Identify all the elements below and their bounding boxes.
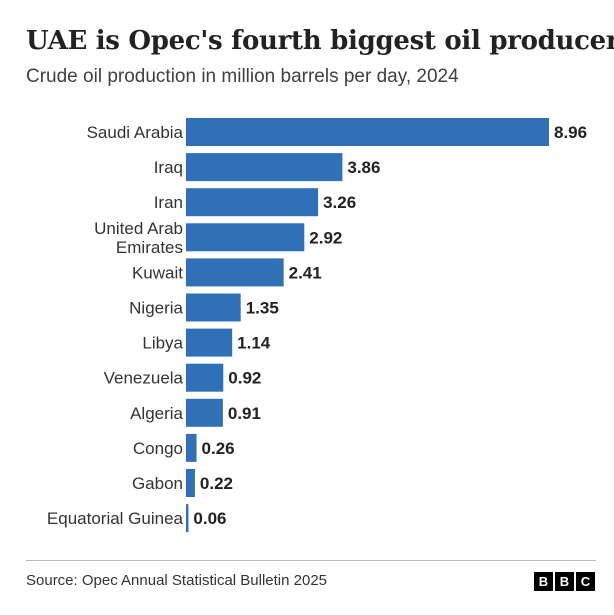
bar bbox=[186, 328, 233, 357]
chart-title: UAE is Opec's fourth biggest oil produce… bbox=[26, 26, 614, 56]
source-note: Source: Opec Annual Statistical Bulletin… bbox=[26, 572, 328, 589]
category-label: Algeria bbox=[130, 404, 183, 423]
logo-letter: C bbox=[576, 572, 595, 591]
chart-subtitle: Crude oil production in million barrels … bbox=[26, 66, 459, 87]
category-label: Saudi Arabia bbox=[87, 123, 184, 142]
bar bbox=[186, 188, 319, 217]
bar bbox=[186, 504, 189, 533]
bar bbox=[186, 398, 223, 427]
category-label: Gabon bbox=[132, 474, 183, 493]
category-label: Iran bbox=[154, 193, 183, 212]
bar bbox=[186, 433, 197, 462]
category-label: Iraq bbox=[154, 158, 183, 177]
category-label: United Arab Emirates bbox=[94, 219, 183, 257]
footer-divider bbox=[26, 560, 596, 561]
category-label: Libya bbox=[142, 334, 183, 353]
bbc-logo: B B C bbox=[534, 572, 595, 591]
value-label: 0.92 bbox=[228, 369, 261, 388]
logo-letter: B bbox=[534, 572, 553, 591]
value-label: 3.86 bbox=[347, 158, 380, 177]
category-label: Equatorial Guinea bbox=[47, 509, 184, 528]
bar bbox=[186, 153, 343, 182]
value-label: 1.35 bbox=[246, 299, 279, 318]
bar bbox=[186, 469, 195, 497]
bar bbox=[186, 293, 241, 322]
category-label: Kuwait bbox=[132, 263, 183, 282]
value-label: 0.91 bbox=[228, 404, 261, 423]
category-label: Venezuela bbox=[104, 369, 184, 388]
bar bbox=[186, 223, 305, 252]
value-label: 3.26 bbox=[323, 193, 356, 212]
value-label: 0.06 bbox=[193, 509, 226, 528]
bar bbox=[186, 363, 224, 392]
value-label: 8.96 bbox=[554, 123, 587, 142]
value-label: 2.92 bbox=[309, 228, 342, 247]
value-label: 0.22 bbox=[200, 474, 233, 493]
value-label: 1.14 bbox=[237, 334, 271, 353]
logo-letter: B bbox=[555, 572, 574, 591]
category-label: Congo bbox=[133, 439, 183, 458]
bar-chart: Saudi Arabia 8.96 Iraq 3.86 Iran 3.26 United A… bbox=[47, 118, 587, 533]
bar bbox=[186, 118, 549, 146]
bar bbox=[186, 258, 284, 287]
value-label: 0.26 bbox=[202, 439, 235, 458]
value-label: 2.41 bbox=[289, 263, 322, 282]
category-label: Nigeria bbox=[129, 299, 183, 318]
